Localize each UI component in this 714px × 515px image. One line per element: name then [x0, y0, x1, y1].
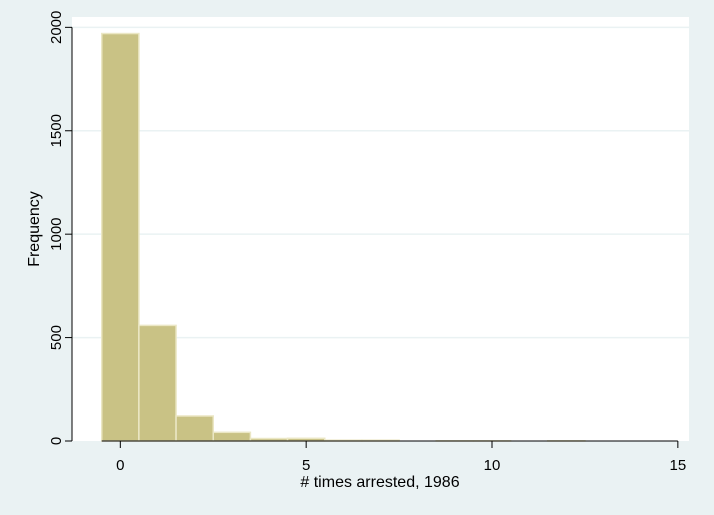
- histogram-bar: [100, 32, 140, 442]
- x-axis-title: # times arrested, 1986: [300, 474, 459, 491]
- x-axis: 0 5 10 15: [101, 440, 687, 474]
- y-tick-label: 1500: [48, 114, 65, 147]
- x-tick-label: 0: [116, 457, 124, 474]
- y-axis: 0 500 1000 1500 2000: [48, 11, 73, 445]
- y-axis-title: Frequency: [26, 191, 43, 267]
- x-tick-label: 10: [484, 457, 501, 474]
- y-tick-label: 500: [48, 325, 65, 350]
- y-tick-label: 0: [48, 437, 65, 445]
- histogram-bar: [212, 431, 252, 442]
- histogram-bar: [138, 324, 177, 442]
- y-tick-label: 2000: [48, 11, 65, 44]
- x-tick-label: 15: [670, 457, 687, 474]
- x-tick-label: 5: [302, 457, 310, 474]
- histogram-bar: [175, 415, 214, 442]
- y-tick-label: 1000: [48, 217, 65, 250]
